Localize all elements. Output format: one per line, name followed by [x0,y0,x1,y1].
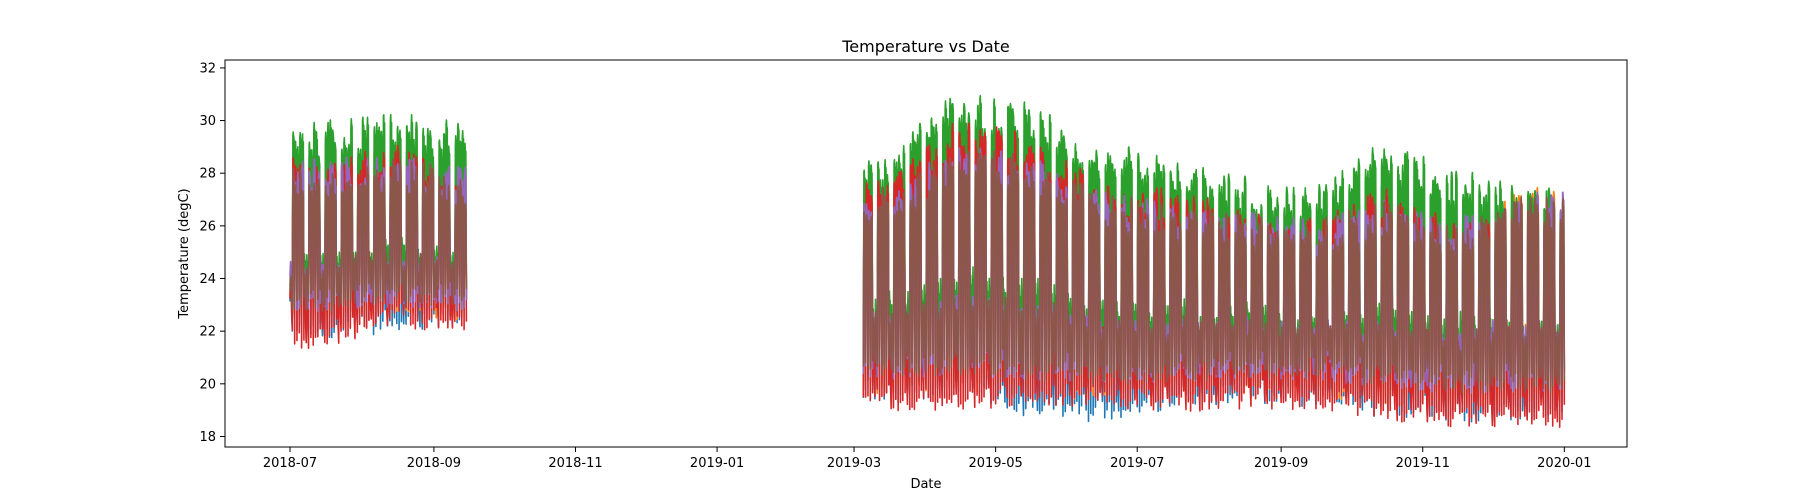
series-line [289,150,1566,394]
x-tick-label: 2019-03 [827,456,881,471]
plot-frame [224,59,1628,448]
y-tick-label: 32 [199,61,216,76]
x-tick-label: 2019-07 [1110,456,1164,471]
x-tick-label: 2018-07 [263,456,317,471]
x-axis: 2018-07 2018-09 2018-11 2019-01 2019-03 2019-… [263,447,1591,471]
x-axis-label: Date [910,477,941,492]
y-tick-label: 28 [199,167,216,182]
y-tick-label: 26 [199,219,216,234]
y-tick-label: 24 [199,272,216,287]
y-tick-label: 30 [199,114,216,129]
x-tick-label: 2019-09 [1254,456,1308,471]
x-tick-label: 2019-01 [690,456,744,471]
x-tick-label: 2019-11 [1396,456,1450,471]
x-tick-label: 2018-09 [407,456,461,471]
y-tick-label: 20 [199,377,216,392]
x-tick-label: 2018-11 [548,456,602,471]
x-tick-label: 2019-05 [968,456,1022,471]
plot-area [289,94,1566,428]
y-tick-label: 22 [199,325,216,340]
chart-title: Temperature vs Date [841,37,1010,56]
y-tick-label: 18 [199,430,216,445]
y-axis-label: Temperature (degC) [177,188,192,319]
y-axis: 18 20 22 24 26 28 30 32 [199,61,225,445]
x-tick-label: 2020-01 [1537,456,1591,471]
